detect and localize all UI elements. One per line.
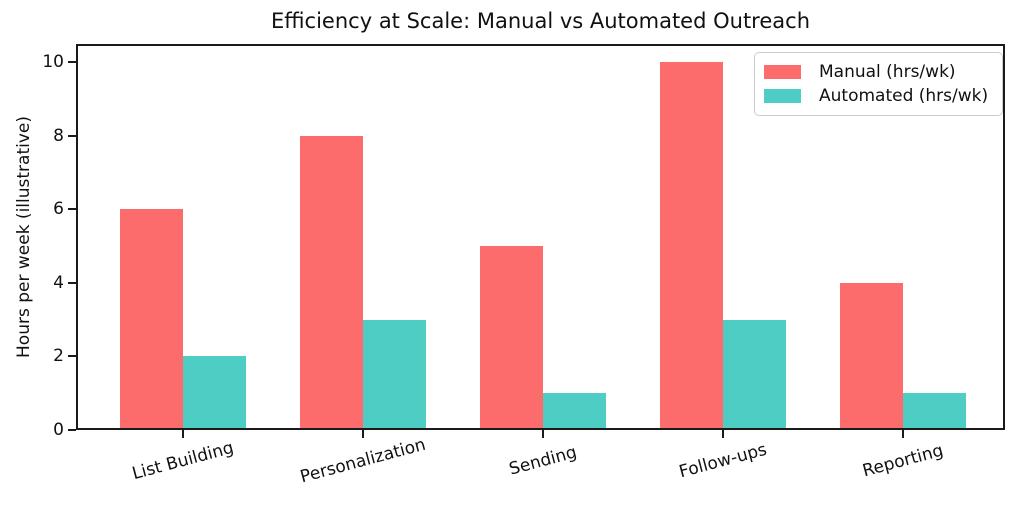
x-tick-mark (362, 430, 364, 438)
y-tick-mark (68, 281, 76, 284)
chart-title: Efficiency at Scale: Manual vs Automated… (270, 9, 811, 33)
legend-item-automated: Automated (hrs/wk) (764, 86, 992, 106)
x-tick-label-reporting: Reporting (860, 440, 946, 482)
bar-automated-list-building (183, 356, 246, 430)
bar-automated-follow-ups (723, 319, 786, 430)
bar-automated-personalization (363, 319, 426, 430)
bar-manual-reporting (840, 282, 903, 430)
x-tick-label-sending: Sending (507, 442, 579, 480)
y-tick-label: 0 (53, 420, 64, 440)
bar-manual-sending (480, 246, 543, 430)
y-tick-label: 10 (42, 52, 64, 73)
x-tick-mark (902, 430, 904, 438)
legend-item-manual: Manual (hrs/wk) (764, 62, 992, 82)
bar-automated-reporting (903, 393, 966, 430)
y-tick-mark (68, 429, 76, 431)
x-tick-label-personalization: Personalization (298, 434, 428, 488)
legend-label: Manual (hrs/wk) (819, 62, 956, 82)
bar-manual-personalization (300, 135, 363, 430)
legend-swatch-icon (764, 65, 801, 79)
bar-automated-sending (543, 393, 606, 430)
y-tick-label: 6 (53, 199, 64, 220)
bar-manual-follow-ups (660, 62, 723, 430)
y-tick-mark (68, 355, 76, 358)
x-tick-mark (722, 430, 724, 438)
y-tick-mark (68, 134, 76, 137)
y-tick-mark (68, 61, 76, 64)
y-tick-label: 8 (53, 125, 64, 146)
legend: Manual (hrs/wk) Automated (hrs/wk) (754, 52, 1003, 116)
x-tick-label-list-building: List Building (130, 437, 236, 485)
x-tick-label-follow-ups: Follow-ups (676, 439, 770, 483)
x-tick-mark (542, 430, 544, 438)
y-tick-mark (68, 208, 76, 211)
y-axis-label: Hours per week (illustrative) (14, 116, 34, 358)
bar-manual-list-building (120, 209, 183, 430)
legend-swatch-icon (764, 89, 801, 103)
y-tick-label: 4 (53, 272, 64, 293)
x-tick-mark (182, 430, 184, 438)
legend-label: Automated (hrs/wk) (819, 86, 989, 106)
legend-items: Manual (hrs/wk) Automated (hrs/wk) (764, 62, 992, 106)
y-tick-label: 2 (53, 346, 64, 367)
